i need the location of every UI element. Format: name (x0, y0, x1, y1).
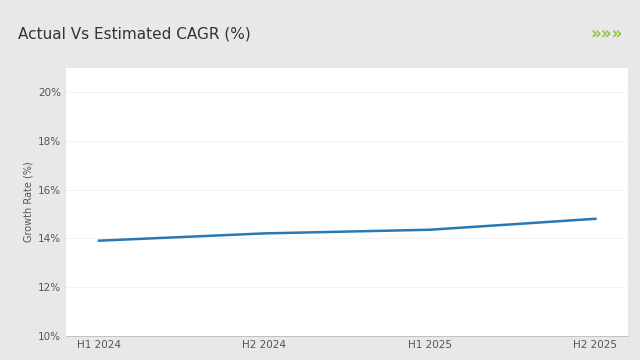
Y-axis label: Growth Rate (%): Growth Rate (%) (24, 161, 34, 242)
Text: Actual Vs Estimated CAGR (%): Actual Vs Estimated CAGR (%) (18, 27, 250, 41)
Text: »»»: »»» (590, 25, 622, 43)
